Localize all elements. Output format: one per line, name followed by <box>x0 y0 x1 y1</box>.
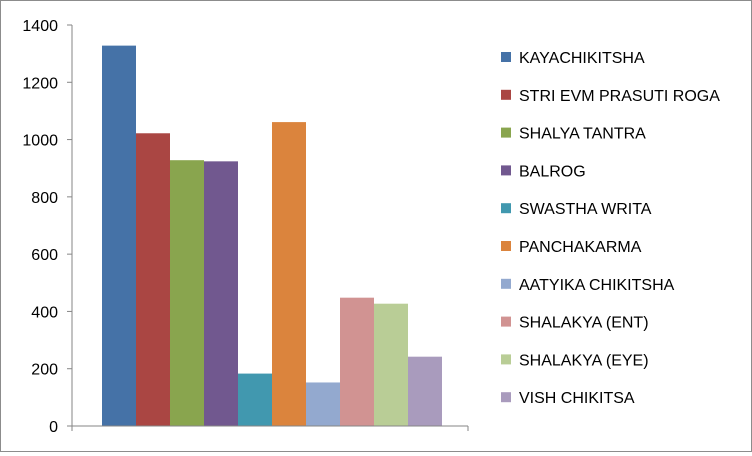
legend-label: SWASTHA WRITA <box>519 201 652 218</box>
bar-9 <box>408 356 442 426</box>
y-tick-label: 0 <box>49 419 58 436</box>
bar-6 <box>306 382 340 426</box>
legend-label: BALROG <box>519 163 586 180</box>
bar-1 <box>136 133 170 426</box>
legend-swatch <box>501 316 511 327</box>
bar-5 <box>272 122 306 426</box>
legend: KAYACHIKITSHA STRI EVM PRASUTI ROGA SHALYA… <box>501 50 720 407</box>
y-tick-label: 1000 <box>22 133 58 150</box>
legend-label: SHALAKYA (EYE) <box>519 352 649 369</box>
legend-swatch <box>501 241 511 251</box>
bars <box>102 45 442 427</box>
legend-label: PANCHAKARMA <box>519 239 642 256</box>
bar-2 <box>170 160 204 427</box>
legend-label: STRI EVM PRASUTI ROGA <box>519 88 720 105</box>
legend-label: AATYIKA CHIKITSHA <box>519 277 675 294</box>
legend-swatch <box>501 52 511 62</box>
legend-swatch <box>501 203 511 214</box>
y-tick-label: 600 <box>31 247 58 264</box>
bar-4 <box>238 373 272 426</box>
bar-3 <box>204 161 238 426</box>
y-tick-label: 1200 <box>22 75 58 92</box>
legend-swatch <box>501 278 511 289</box>
bar-8 <box>374 303 408 426</box>
y-tick-label: 1400 <box>22 18 58 35</box>
legend-label: VISH CHIKITSA <box>519 390 635 407</box>
legend-label: KAYACHIKITSHA <box>519 50 645 67</box>
x-axis <box>71 425 469 431</box>
legend-label: SHALYA TANTRA <box>519 126 646 143</box>
legend-swatch <box>501 354 511 365</box>
legend-swatch <box>501 392 511 403</box>
legend-label: SHALAKYA (ENT) <box>519 315 649 332</box>
y-tick-label: 200 <box>31 362 58 379</box>
legend-swatch <box>501 89 511 100</box>
legend-swatch <box>501 165 511 176</box>
bar-0 <box>102 45 136 426</box>
y-tick-label: 400 <box>31 304 58 321</box>
bar-7 <box>340 297 374 426</box>
y-axis: 0 200 400 600 800 1000 1200 1400 <box>22 18 73 436</box>
y-tick-label: 800 <box>31 190 58 207</box>
legend-swatch <box>501 127 511 138</box>
